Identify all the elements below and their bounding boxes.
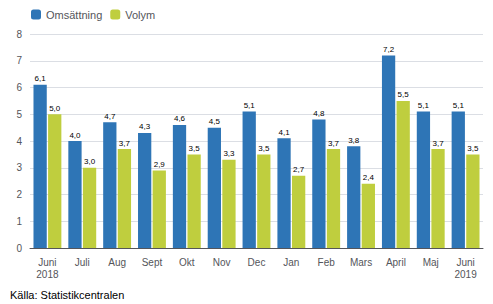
svg-text:5,1: 5,1 <box>418 101 430 110</box>
svg-text:Nov: Nov <box>213 257 231 268</box>
svg-text:8: 8 <box>16 29 22 40</box>
svg-text:Juni: Juni <box>38 257 56 268</box>
svg-text:3,7: 3,7 <box>432 139 444 148</box>
svg-text:4,5: 4,5 <box>209 117 221 126</box>
svg-text:4,0: 4,0 <box>69 131 81 140</box>
svg-text:5,0: 5,0 <box>49 104 61 113</box>
svg-text:2: 2 <box>16 189 22 200</box>
svg-text:3,5: 3,5 <box>258 144 270 153</box>
svg-text:5,1: 5,1 <box>244 101 256 110</box>
svg-text:Källa: Statistikcentralen: Källa: Statistikcentralen <box>10 289 124 301</box>
svg-text:0: 0 <box>16 243 22 254</box>
svg-text:4: 4 <box>16 136 22 147</box>
svg-text:2,4: 2,4 <box>363 173 375 182</box>
svg-text:Jan: Jan <box>283 257 299 268</box>
svg-text:Juli: Juli <box>75 257 90 268</box>
svg-text:2018: 2018 <box>36 269 59 280</box>
svg-text:4,6: 4,6 <box>174 114 186 123</box>
svg-text:Dec: Dec <box>248 257 266 268</box>
svg-text:3,0: 3,0 <box>84 157 96 166</box>
svg-text:3,5: 3,5 <box>467 144 479 153</box>
svg-text:April: April <box>386 257 406 268</box>
svg-text:1: 1 <box>16 216 22 227</box>
svg-text:Juni: Juni <box>456 257 474 268</box>
svg-text:3: 3 <box>16 162 22 173</box>
svg-text:7: 7 <box>16 55 22 66</box>
svg-text:3,8: 3,8 <box>348 136 360 145</box>
svg-text:4,7: 4,7 <box>104 112 116 121</box>
svg-text:5,1: 5,1 <box>453 101 465 110</box>
svg-text:2019: 2019 <box>454 269 477 280</box>
svg-text:2,9: 2,9 <box>154 160 166 169</box>
svg-text:4,3: 4,3 <box>139 122 151 131</box>
svg-text:4,1: 4,1 <box>278 128 290 137</box>
svg-text:Aug: Aug <box>108 257 126 268</box>
svg-text:3,5: 3,5 <box>189 144 201 153</box>
svg-text:6,1: 6,1 <box>35 74 47 83</box>
svg-text:Maj: Maj <box>423 257 439 268</box>
svg-text:Okt: Okt <box>179 257 195 268</box>
svg-text:3,3: 3,3 <box>223 149 235 158</box>
svg-text:3,7: 3,7 <box>119 139 131 148</box>
svg-text:3,7: 3,7 <box>328 139 340 148</box>
svg-text:Sept: Sept <box>142 257 163 268</box>
svg-text:Feb: Feb <box>318 257 336 268</box>
svg-text:6: 6 <box>16 82 22 93</box>
svg-text:7,2: 7,2 <box>383 45 395 54</box>
svg-text:Volym: Volym <box>125 9 155 21</box>
svg-text:Mars: Mars <box>350 257 372 268</box>
svg-text:5: 5 <box>16 109 22 120</box>
svg-text:5,5: 5,5 <box>398 90 410 99</box>
svg-text:2,7: 2,7 <box>293 165 305 174</box>
svg-text:4,8: 4,8 <box>313 109 325 118</box>
svg-text:Omsättning: Omsättning <box>46 9 102 21</box>
